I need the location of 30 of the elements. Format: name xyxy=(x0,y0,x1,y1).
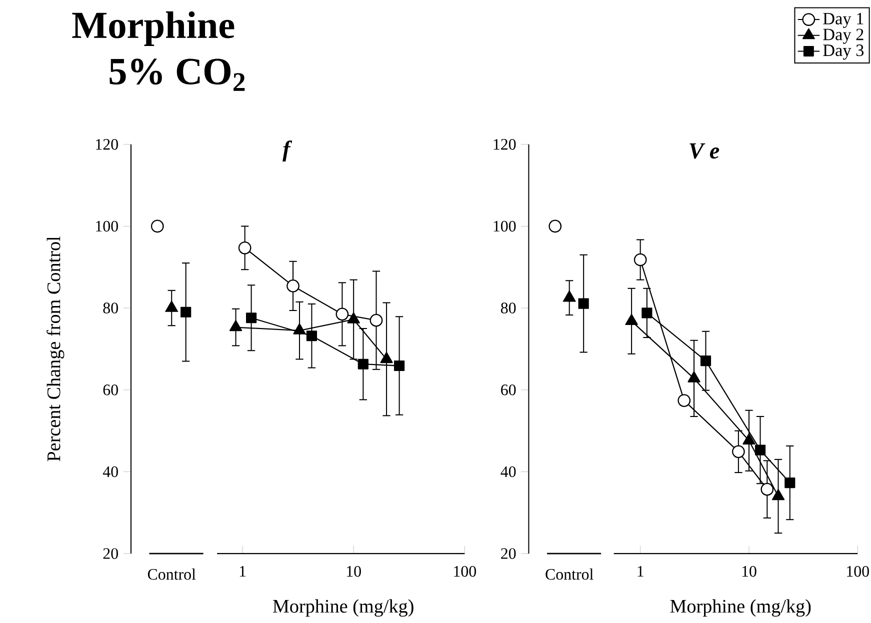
x-tick-label: Control xyxy=(546,568,594,580)
x-axis-title: Morphine (mg/kg) xyxy=(272,599,414,617)
chart-title: f xyxy=(282,140,292,162)
x-tick-label: Control xyxy=(148,568,196,580)
y-axis-title: Percent Change from Control xyxy=(46,236,64,462)
x-tick-label: 10 xyxy=(347,566,361,577)
y-tick-label: 100 xyxy=(96,220,118,232)
x-tick-label: 10 xyxy=(742,566,756,577)
y-tick-label: 80 xyxy=(500,302,516,314)
y-tick-label: 20 xyxy=(103,548,118,559)
x-tick-label: 1 xyxy=(240,566,246,576)
y-tick-label: 20 xyxy=(501,548,516,559)
y-tick-label: 100 xyxy=(494,220,516,232)
legend-label: Day 3 xyxy=(823,44,864,60)
chart-title: V e xyxy=(690,143,720,159)
legend-label: Day 1 xyxy=(823,12,864,28)
y-tick-label: 60 xyxy=(103,384,118,396)
y-tick-label: 40 xyxy=(500,466,516,477)
x-tick-label: 100 xyxy=(847,566,869,577)
x-axis-title: Morphine (mg/kg) xyxy=(670,599,811,617)
y-tick-label: 120 xyxy=(96,138,118,150)
y-tick-label: 60 xyxy=(501,384,516,396)
y-tick-label: 80 xyxy=(103,302,118,314)
legend-label: Day 2 xyxy=(823,28,864,44)
x-tick-label: 1 xyxy=(638,566,644,576)
y-tick-label: 120 xyxy=(494,138,516,150)
chart-subtitle: 5% CO$_{2}$ xyxy=(110,58,245,91)
x-tick-label: 100 xyxy=(454,566,476,577)
y-tick-label: 40 xyxy=(102,466,118,477)
chart-title: Morphine xyxy=(72,11,234,46)
